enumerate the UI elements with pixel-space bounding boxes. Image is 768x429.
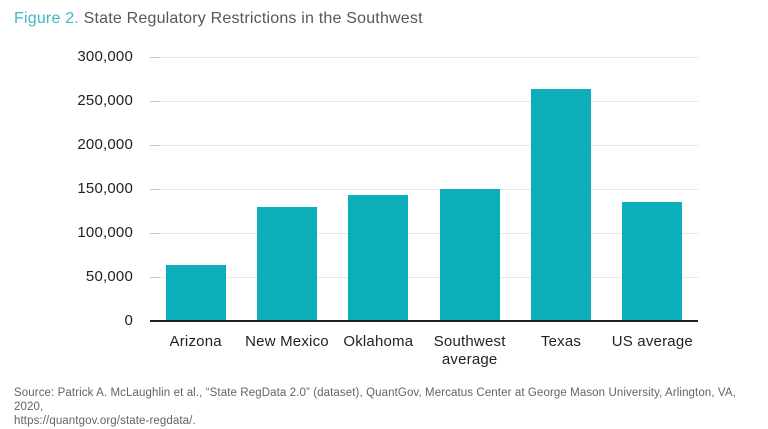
bar-slot-oklahoma xyxy=(333,57,424,321)
y-axis-tick xyxy=(150,101,160,102)
y-axis-tick xyxy=(150,233,160,234)
figure-label: Figure 2. xyxy=(14,10,79,27)
bar-oklahoma xyxy=(348,195,409,321)
gridline xyxy=(150,233,698,234)
x-tick-label-southwest-average: Southwest average xyxy=(433,333,506,368)
y-tick-label: 150,000 xyxy=(77,180,133,197)
x-tick-label-us-average: US average xyxy=(611,333,693,350)
bar-slot-arizona xyxy=(150,57,241,321)
source-line-2: https://quantgov.org/state-regdata/. xyxy=(14,415,196,427)
gridline xyxy=(150,189,698,190)
y-tick-label: 0 xyxy=(124,312,133,329)
bar-texas xyxy=(530,88,591,321)
y-axis-tick xyxy=(150,189,160,190)
bar-slot-new-mexico xyxy=(241,57,332,321)
x-tick-label-arizona: Arizona xyxy=(169,333,222,350)
y-tick-label: 250,000 xyxy=(77,92,133,109)
source-note: Source: Patrick A. McLaughlin et al., “S… xyxy=(14,386,758,428)
bar-slot-us-average xyxy=(607,57,698,321)
y-tick-label: 200,000 xyxy=(77,136,133,153)
source-line-1: Source: Patrick A. McLaughlin et al., “S… xyxy=(14,387,736,413)
bar-chart-plot-area xyxy=(150,57,698,321)
figure-title-text: State Regulatory Restrictions in the Sou… xyxy=(83,10,423,27)
x-tick-label-new-mexico: New Mexico xyxy=(245,333,329,350)
x-axis-labels: Arizona New Mexico Oklahoma Southwest avera… xyxy=(150,333,698,369)
figure-title: Figure 2. State Regulatory Restrictions … xyxy=(14,9,423,29)
y-axis-tick xyxy=(150,57,160,58)
bar-slot-southwest-average xyxy=(424,57,515,321)
x-tick-label-texas: Texas xyxy=(540,333,582,350)
y-tick-label: 50,000 xyxy=(85,268,133,285)
x-tick-label-oklahoma: Oklahoma xyxy=(343,333,414,350)
gridline xyxy=(150,277,698,278)
bar-new-mexico xyxy=(256,207,317,321)
y-tick-label: 100,000 xyxy=(77,224,133,241)
gridline xyxy=(150,101,698,102)
x-axis-line xyxy=(150,320,698,322)
gridline xyxy=(150,57,698,58)
gridline xyxy=(150,145,698,146)
y-axis-tick xyxy=(150,277,160,278)
bar-slot-texas xyxy=(515,57,606,321)
y-axis-tick xyxy=(150,145,160,146)
bar-us-average xyxy=(622,202,683,321)
bar-southwest-average xyxy=(439,189,500,321)
y-tick-label: 300,000 xyxy=(77,48,133,65)
bar-arizona xyxy=(165,264,226,321)
